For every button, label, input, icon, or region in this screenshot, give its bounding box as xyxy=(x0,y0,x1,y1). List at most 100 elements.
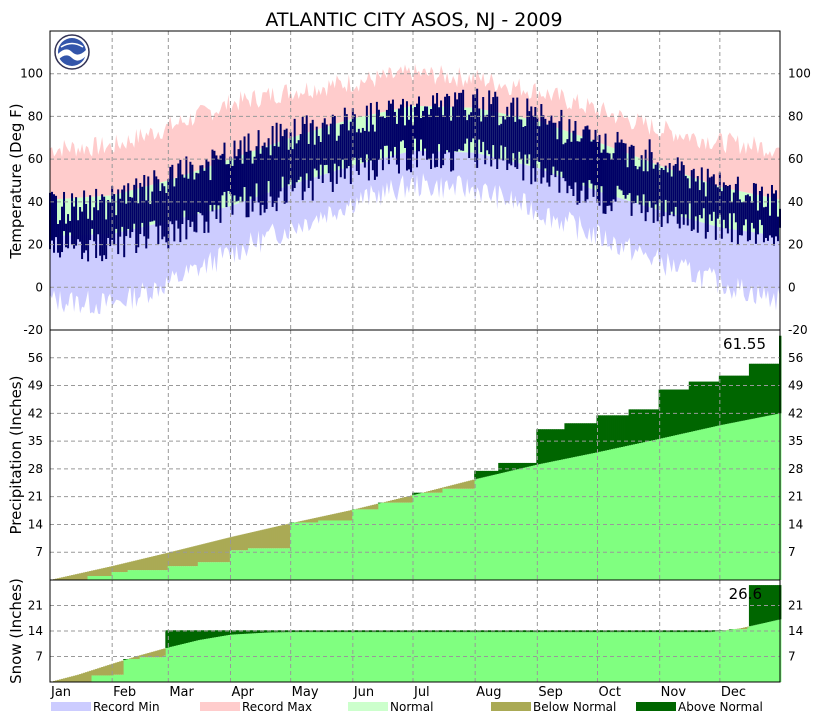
precipitation-below-normal-bar xyxy=(283,524,287,549)
snow-normal-bar xyxy=(199,639,202,682)
temperature-tick-label-left: 80 xyxy=(28,109,43,123)
precipitation-below-normal-bar xyxy=(165,553,168,571)
precipitation-normal-bar xyxy=(113,572,116,580)
observed-temp-bar xyxy=(670,176,673,212)
observed-temp-bar xyxy=(708,177,711,215)
snow-normal-bar xyxy=(542,632,545,682)
observed-temp-bar xyxy=(776,216,779,242)
precipitation-normal-bar xyxy=(231,550,234,580)
snow-normal-bar xyxy=(576,632,579,682)
precipitation-above-normal-bar xyxy=(690,381,694,432)
observed-temp-bar xyxy=(387,100,390,165)
precipitation-above-normal-bar xyxy=(556,429,559,461)
observed-temp-bar xyxy=(121,189,124,227)
snow-above-normal-bar xyxy=(395,630,399,633)
precipitation-above-normal-bar xyxy=(508,462,511,472)
snow-normal-bar xyxy=(305,632,309,682)
precipitation-above-normal-bar xyxy=(610,415,613,450)
precipitation-below-normal-bar xyxy=(313,518,317,523)
snow-above-normal-bar xyxy=(766,585,770,623)
precipitation-normal-bar xyxy=(472,488,475,580)
snow-above-normal-bar xyxy=(279,630,283,633)
precipitation-normal-bar xyxy=(407,502,411,580)
precipitation-above-normal-bar xyxy=(774,363,778,415)
precipitation-normal-bar xyxy=(720,424,724,580)
precipitation-above-normal-bar xyxy=(502,462,505,473)
precipitation-below-normal-bar xyxy=(97,569,100,577)
snow-above-normal-bar xyxy=(468,630,471,633)
precipitation-normal-bar xyxy=(526,466,529,580)
snow-normal-bar xyxy=(225,635,228,682)
snow-below-normal-bar xyxy=(139,655,142,658)
observed-temp-bar xyxy=(241,163,244,202)
observed-temp-bar xyxy=(468,114,471,159)
observed-temp-bar xyxy=(714,184,717,240)
precipitation-below-normal-bar xyxy=(217,540,220,563)
precipitation-above-normal-bar xyxy=(514,462,517,470)
observed-temp-bar xyxy=(117,189,120,255)
precipitation-below-normal-bar xyxy=(321,516,325,521)
precipitation-above-normal-bar xyxy=(488,470,491,476)
month-label: Aug xyxy=(476,685,501,700)
precipitation-normal-bar xyxy=(570,457,573,580)
precipitation-below-normal-bar xyxy=(239,534,242,551)
snow-normal-bar xyxy=(460,632,463,682)
observed-temp-bar xyxy=(618,142,621,190)
observed-temp-bar xyxy=(572,130,575,197)
precipitation-normal-bar xyxy=(684,432,688,580)
snow-normal-bar xyxy=(574,632,577,682)
precipitation-normal-bar xyxy=(213,562,216,580)
observed-temp-bar xyxy=(397,108,400,174)
observed-temp-bar xyxy=(538,126,541,162)
precipitation-normal-bar xyxy=(724,424,728,580)
precipitation-normal-bar xyxy=(636,443,640,580)
snow-below-normal-bar xyxy=(145,653,148,658)
snow-normal-bar xyxy=(570,632,573,682)
snow-above-normal-bar xyxy=(257,630,260,634)
snow-normal-bar xyxy=(109,675,112,682)
observed-temp-bar xyxy=(486,114,489,151)
snow-normal-bar xyxy=(422,632,425,682)
precipitation-normal-bar xyxy=(227,562,230,580)
observed-temp-bar xyxy=(448,96,451,153)
precipitation-below-normal-bar xyxy=(432,489,435,493)
snow-normal-bar xyxy=(203,639,206,682)
precipitation-below-normal-bar xyxy=(171,551,174,567)
snow-normal-bar xyxy=(267,632,270,682)
snow-above-normal-bar xyxy=(608,630,611,633)
observed-temp-bar xyxy=(562,144,565,179)
precipitation-below-normal-bar xyxy=(131,561,134,571)
snow-normal-bar xyxy=(702,632,706,682)
snow-normal-bar xyxy=(418,632,421,682)
snow-normal-bar xyxy=(488,632,491,682)
snow-below-normal-bar xyxy=(111,663,114,676)
precipitation-normal-bar xyxy=(748,419,752,580)
precipitation-normal-bar xyxy=(454,488,457,580)
observed-temp-bar xyxy=(632,145,635,204)
observed-temp-bar xyxy=(494,91,497,160)
precipitation-normal-bar xyxy=(476,478,479,580)
snow-normal-bar xyxy=(363,632,367,682)
precipitation-normal-bar xyxy=(197,562,200,580)
snow-normal-bar xyxy=(560,632,563,682)
snow-above-normal-bar xyxy=(327,630,331,633)
snow-normal-bar xyxy=(586,632,589,682)
snow-normal-bar xyxy=(572,632,575,682)
precipitation-normal-bar xyxy=(434,492,437,580)
precipitation-normal-bar xyxy=(403,502,407,580)
observed-temp-bar xyxy=(426,106,429,160)
precipitation-below-normal-bar xyxy=(287,523,291,549)
precipitation-normal-area xyxy=(87,413,782,580)
observed-temp-bar xyxy=(95,188,98,259)
snow-normal-bar xyxy=(732,629,736,682)
observed-temp-bar xyxy=(542,115,545,178)
precipitation-below-normal-bar xyxy=(89,571,92,577)
precipitation-normal-bar xyxy=(588,453,591,580)
observed-temp-bar xyxy=(550,115,553,176)
precipitation-above-normal-bar xyxy=(616,415,619,448)
precipitation-normal-bar xyxy=(375,509,379,580)
precipitation-above-normal-bar xyxy=(536,429,539,465)
snow-above-normal-bar xyxy=(776,585,780,620)
snow-below-normal-bar xyxy=(69,676,72,682)
observed-temp-bar xyxy=(345,114,348,169)
